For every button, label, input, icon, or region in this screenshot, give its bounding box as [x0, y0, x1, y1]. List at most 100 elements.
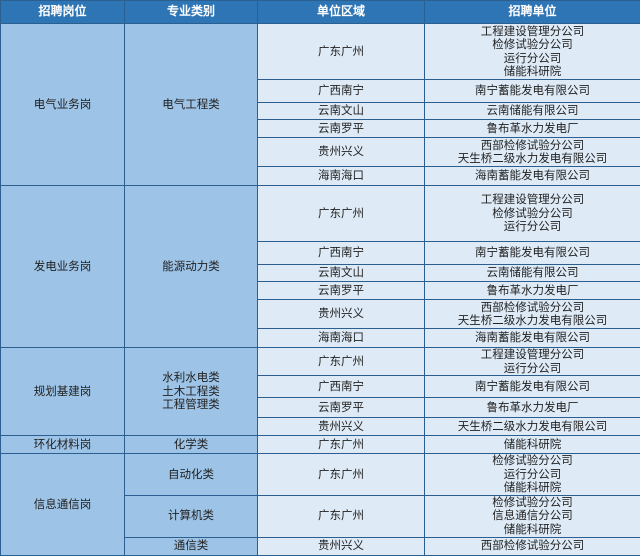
major-name: 土木工程类	[125, 385, 257, 399]
major-name: 通信类	[125, 539, 257, 553]
unit-name: 鲁布革水力发电厂	[425, 122, 640, 136]
header-region: 单位区域	[258, 1, 425, 24]
unit-name: 工程建设管理分公司	[425, 348, 640, 362]
unit-cell: 工程建设管理分公司检修试验分公司运行分公司	[425, 186, 640, 242]
unit-cell: 南宁蓄能发电有限公司	[425, 242, 640, 265]
unit-name: 海南蓄能发电有限公司	[425, 169, 640, 183]
unit-cell: 工程建设管理分公司运行分公司	[425, 348, 640, 376]
header-major: 专业类别	[125, 1, 258, 24]
major-cell: 自动化类	[125, 454, 258, 496]
unit-name: 南宁蓄能发电有限公司	[425, 380, 640, 394]
unit-cell: 西部检修试验分公司天生桥二级水力发电有限公司	[425, 138, 640, 167]
unit-cell: 海南蓄能发电有限公司	[425, 167, 640, 186]
unit-name: 鲁布革水力发电厂	[425, 284, 640, 298]
unit-cell: 海南蓄能发电有限公司	[425, 329, 640, 348]
unit-name: 运行分公司	[425, 468, 640, 482]
unit-name: 运行分公司	[425, 362, 640, 376]
region-cell: 广东广州	[258, 348, 425, 376]
major-name: 计算机类	[125, 509, 257, 523]
unit-name: 西部检修试验分公司	[425, 139, 640, 153]
major-cell: 能源动力类	[125, 186, 258, 348]
unit-name: 云南储能有限公司	[425, 104, 640, 118]
position-cell: 信息通信岗	[1, 454, 125, 556]
unit-name: 云南储能有限公司	[425, 266, 640, 280]
unit-cell: 西部检修试验分公司	[425, 537, 640, 555]
region-cell: 广东广州	[258, 454, 425, 496]
unit-cell: 天生桥二级水力发电有限公司	[425, 418, 640, 436]
unit-name: 工程建设管理分公司	[425, 193, 640, 207]
position-cell: 环化材料岗	[1, 436, 125, 454]
unit-cell: 鲁布革水力发电厂	[425, 282, 640, 300]
region-cell: 海南海口	[258, 167, 425, 186]
unit-name: 运行分公司	[425, 220, 640, 234]
unit-name: 鲁布革水力发电厂	[425, 401, 640, 415]
position-cell: 规划基建岗	[1, 348, 125, 436]
unit-cell: 南宁蓄能发电有限公司	[425, 80, 640, 103]
major-name: 电气工程类	[125, 98, 257, 112]
unit-cell: 检修试验分公司运行分公司储能科研院	[425, 454, 640, 496]
unit-cell: 云南储能有限公司	[425, 265, 640, 282]
unit-cell: 检修试验分公司信息通信分公司储能科研院	[425, 495, 640, 537]
unit-name: 储能科研院	[425, 65, 640, 79]
region-cell: 贵州兴义	[258, 537, 425, 555]
major-name: 自动化类	[125, 468, 257, 482]
major-cell: 通信类	[125, 537, 258, 555]
region-cell: 广东广州	[258, 24, 425, 80]
region-cell: 贵州兴义	[258, 138, 425, 167]
table-row: 发电业务岗能源动力类广东广州工程建设管理分公司检修试验分公司运行分公司	[1, 186, 640, 242]
region-cell: 广东广州	[258, 495, 425, 537]
region-cell: 广东广州	[258, 436, 425, 454]
unit-name: 西部检修试验分公司	[425, 301, 640, 315]
unit-name: 西部检修试验分公司	[425, 539, 640, 553]
region-cell: 贵州兴义	[258, 300, 425, 329]
unit-name: 检修试验分公司	[425, 207, 640, 221]
unit-name: 检修试验分公司	[425, 38, 640, 52]
table-row: 规划基建岗水利水电类土木工程类工程管理类广东广州工程建设管理分公司运行分公司	[1, 348, 640, 376]
region-cell: 广西南宁	[258, 242, 425, 265]
unit-name: 储能科研院	[425, 523, 640, 537]
unit-cell: 云南储能有限公司	[425, 103, 640, 120]
unit-name: 天生桥二级水力发电有限公司	[425, 152, 640, 166]
unit-name: 南宁蓄能发电有限公司	[425, 84, 640, 98]
unit-name: 运行分公司	[425, 52, 640, 66]
unit-cell: 西部检修试验分公司天生桥二级水力发电有限公司	[425, 300, 640, 329]
major-cell: 水利水电类土木工程类工程管理类	[125, 348, 258, 436]
region-cell: 广西南宁	[258, 376, 425, 398]
unit-name: 储能科研院	[425, 438, 640, 452]
region-cell: 广东广州	[258, 186, 425, 242]
region-cell: 贵州兴义	[258, 418, 425, 436]
unit-cell: 储能科研院	[425, 436, 640, 454]
region-cell: 海南海口	[258, 329, 425, 348]
region-cell: 云南文山	[258, 103, 425, 120]
major-name: 水利水电类	[125, 371, 257, 385]
table-row: 信息通信岗自动化类广东广州检修试验分公司运行分公司储能科研院	[1, 454, 640, 496]
header-position: 招聘岗位	[1, 1, 125, 24]
major-name: 化学类	[125, 438, 257, 452]
unit-name: 检修试验分公司	[425, 496, 640, 510]
unit-cell: 鲁布革水力发电厂	[425, 398, 640, 418]
unit-name: 信息通信分公司	[425, 509, 640, 523]
unit-cell: 工程建设管理分公司检修试验分公司运行分公司储能科研院	[425, 24, 640, 80]
header-row: 招聘岗位 专业类别 单位区域 招聘单位	[1, 1, 640, 24]
unit-name: 海南蓄能发电有限公司	[425, 331, 640, 345]
region-cell: 云南罗平	[258, 398, 425, 418]
region-cell: 云南罗平	[258, 120, 425, 138]
unit-name: 南宁蓄能发电有限公司	[425, 246, 640, 260]
major-cell: 电气工程类	[125, 24, 258, 186]
table-row: 电气业务岗电气工程类广东广州工程建设管理分公司检修试验分公司运行分公司储能科研院	[1, 24, 640, 80]
position-cell: 电气业务岗	[1, 24, 125, 186]
unit-cell: 鲁布革水力发电厂	[425, 120, 640, 138]
header-unit: 招聘单位	[425, 1, 640, 24]
unit-name: 检修试验分公司	[425, 454, 640, 468]
table-row: 环化材料岗化学类广东广州储能科研院	[1, 436, 640, 454]
region-cell: 云南文山	[258, 265, 425, 282]
unit-name: 天生桥二级水力发电有限公司	[425, 314, 640, 328]
major-cell: 计算机类	[125, 495, 258, 537]
unit-name: 天生桥二级水力发电有限公司	[425, 420, 640, 434]
region-cell: 广西南宁	[258, 80, 425, 103]
region-cell: 云南罗平	[258, 282, 425, 300]
major-name: 工程管理类	[125, 398, 257, 412]
unit-name: 工程建设管理分公司	[425, 25, 640, 39]
major-cell: 化学类	[125, 436, 258, 454]
